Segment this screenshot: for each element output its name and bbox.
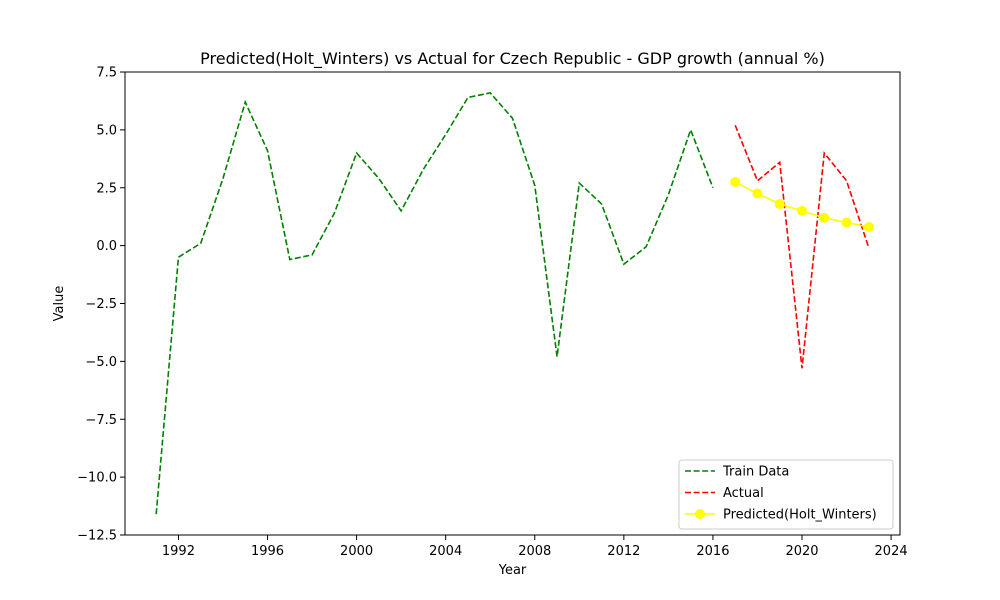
y-tick-label: 7.5 (96, 66, 117, 81)
x-tick-label: 2016 (696, 544, 729, 559)
y-tick-label: −12.5 (77, 529, 117, 544)
y-tick-label: 0.0 (96, 239, 117, 254)
x-tick-label: 2000 (340, 544, 373, 559)
series-line-2 (734, 124, 870, 369)
y-tick-label: 2.5 (96, 181, 117, 196)
y-axis-label: Value (52, 286, 67, 322)
series-point (863, 222, 874, 233)
series-line-1 (155, 91, 714, 515)
y-tick-label: −10.0 (77, 471, 117, 486)
legend-box (678, 459, 894, 530)
legend-label: Actual (723, 486, 764, 501)
x-tick-label: 2004 (429, 544, 462, 559)
y-tick-label: −5.0 (85, 355, 117, 370)
series-point (774, 198, 785, 209)
plot-series (155, 91, 874, 515)
y-tick-label: −7.5 (85, 413, 117, 428)
y-tick-label: −2.5 (85, 297, 117, 312)
y-axis: 7.5 5.0 2.5 0.0 −2.5 −5.0 −7.5 −10.0 −12.5 (77, 66, 125, 544)
series-point (797, 205, 808, 216)
x-tick-label: 2024 (875, 544, 908, 559)
x-axis-label: Year (498, 563, 527, 578)
x-tick-label: 1992 (162, 544, 195, 559)
legend-label: Predicted(Holt_Winters) (723, 508, 877, 523)
x-tick-label: 2012 (607, 544, 640, 559)
series-point (841, 217, 852, 228)
x-axis: 1992 1996 2000 2004 2008 2012 2016 2020 2024 (162, 535, 908, 559)
legend-swatch-marker (695, 509, 705, 519)
series-point (730, 176, 741, 187)
y-tick-label: 5.0 (96, 123, 117, 138)
series-point (752, 188, 763, 199)
x-tick-label: 2020 (785, 544, 818, 559)
x-tick-label: 2008 (518, 544, 551, 559)
legend: Train Data Actual Predicted(Holt_Winters) (678, 459, 894, 530)
chart-title: Predicted(Holt_Winters) vs Actual for Cz… (200, 49, 825, 69)
x-tick-label: 1996 (251, 544, 284, 559)
series-point (819, 212, 830, 223)
legend-label: Train Data (722, 465, 789, 480)
